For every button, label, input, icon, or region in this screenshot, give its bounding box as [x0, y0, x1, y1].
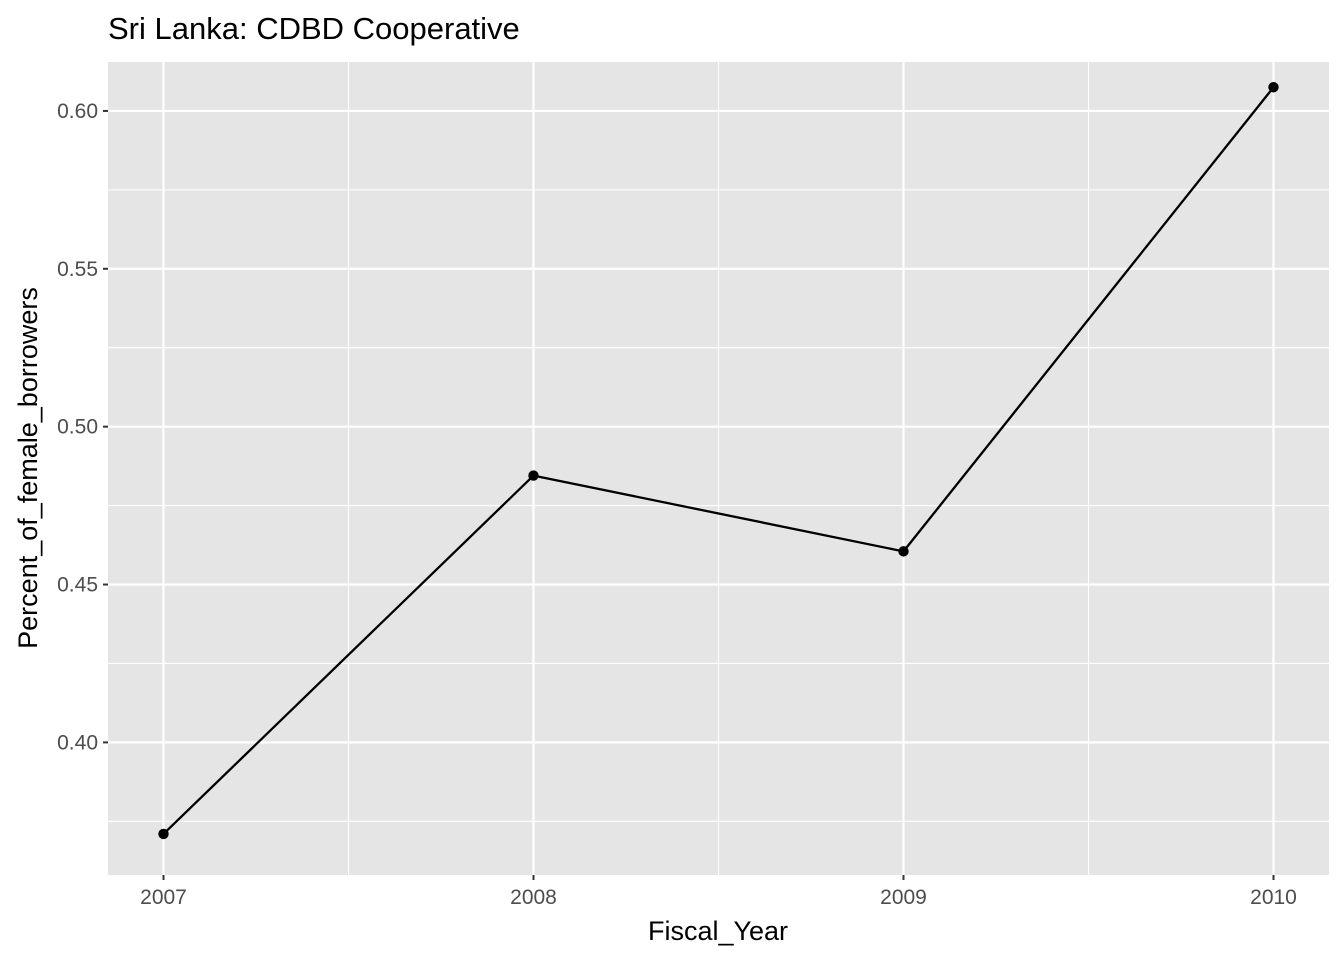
data-point	[158, 828, 169, 840]
major-gridlines	[108, 62, 1329, 875]
y-axis: 0.40 0.45 0.50 0.55 0.60	[57, 100, 108, 754]
chart-title: Sri Lanka: CDBD Cooperative	[108, 11, 520, 46]
series-layer	[158, 82, 1279, 840]
series-line	[162, 86, 1275, 835]
y-tick-label: 0.50	[57, 416, 98, 439]
y-tick-label: 0.55	[57, 258, 98, 281]
y-axis-label: Percent_of_female_borrowers	[13, 287, 43, 649]
x-tick-label: 2008	[510, 886, 557, 909]
x-tick-label: 2010	[1250, 886, 1297, 909]
x-tick-label: 2009	[880, 886, 927, 909]
y-tick-label: 0.60	[57, 100, 98, 123]
x-tick-label: 2007	[140, 886, 187, 909]
x-axis-label: Fiscal_Year	[648, 916, 788, 946]
minor-gridlines	[108, 62, 1329, 875]
data-point	[898, 546, 909, 557]
y-tick-label: 0.40	[57, 731, 98, 754]
data-point	[1268, 82, 1279, 93]
y-tick-label: 0.45	[57, 574, 98, 597]
data-point	[528, 470, 539, 481]
x-axis: 2007 2008 2009 2010	[140, 875, 1297, 909]
